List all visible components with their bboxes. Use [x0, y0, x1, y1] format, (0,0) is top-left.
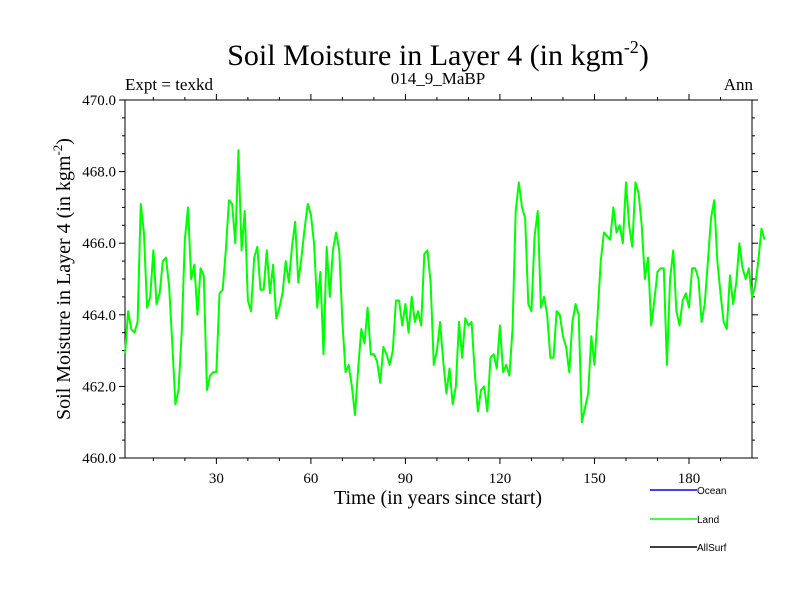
y-axis-label: Soil Moisture in Layer 4 (in kgm-2): [50, 138, 75, 420]
subtitle-center: 014_9_MaBP: [391, 69, 485, 88]
y-tick-label: 468.0: [82, 165, 116, 181]
series-line-land: [124, 149, 766, 424]
x-tick-label: 90: [398, 471, 413, 487]
legend-label-ocean: Ocean: [697, 486, 726, 497]
x-tick-label: 180: [678, 471, 701, 487]
y-tick-label: 464.0: [82, 308, 116, 324]
x-tick-label: 150: [583, 471, 606, 487]
plot-frame: [124, 99, 753, 459]
legend-label-allsurf: AllSurf: [697, 543, 727, 554]
x-tick-label: 120: [489, 471, 512, 487]
chart-title: Soil Moisture in Layer 4 (in kgm-2): [227, 37, 649, 72]
x-tick-label: 30: [209, 471, 224, 487]
legend: Ocean Land AllSurf: [650, 486, 727, 554]
legend-label-land: Land: [697, 515, 719, 526]
y-tick-label: 466.0: [82, 236, 116, 252]
y-tick-label: 462.0: [82, 379, 116, 395]
y-tick-label: 460.0: [82, 451, 116, 467]
x-axis-label: Time (in years since start): [334, 487, 542, 509]
x-tick-label: 60: [303, 471, 318, 487]
y-tick-label: 470.0: [82, 93, 116, 109]
subtitle-left: Expt = texkd: [125, 75, 213, 94]
subtitle-right: Ann: [724, 75, 754, 94]
